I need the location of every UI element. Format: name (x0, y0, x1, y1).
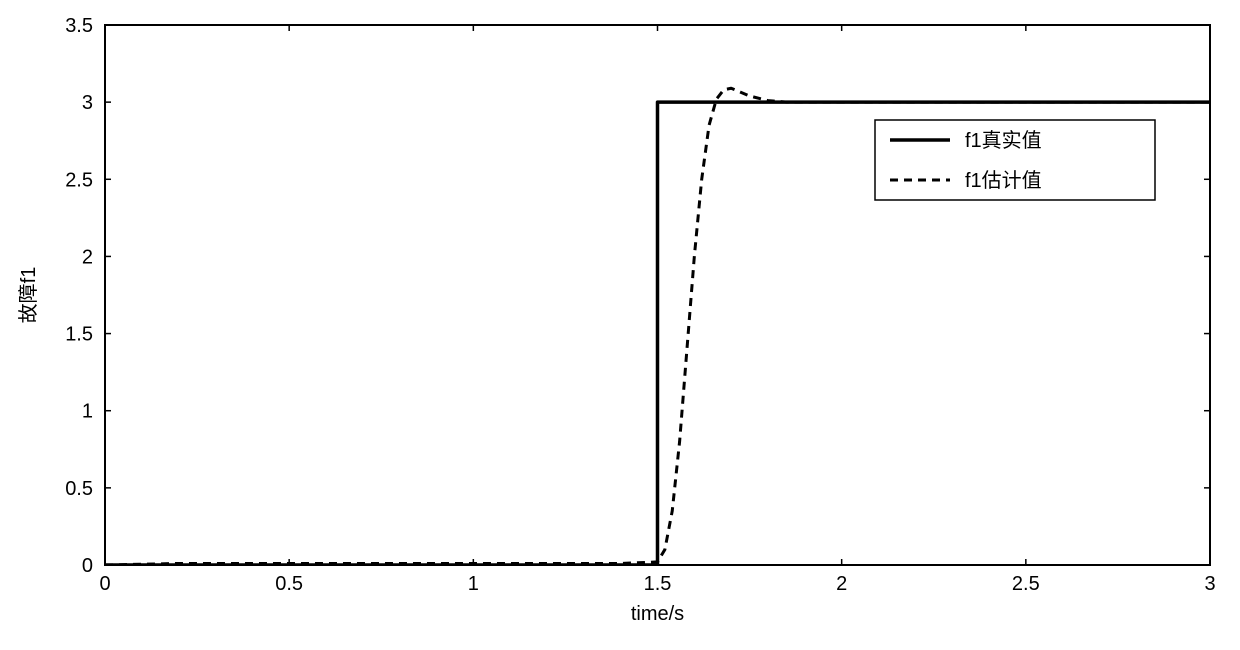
svg-text:0.5: 0.5 (275, 573, 303, 595)
svg-text:1.5: 1.5 (65, 324, 93, 346)
svg-text:f1真实值: f1真实值 (965, 129, 1042, 152)
svg-text:f1估计值: f1估计值 (965, 169, 1042, 192)
svg-text:3.5: 3.5 (65, 15, 93, 37)
svg-text:2: 2 (836, 573, 847, 595)
svg-text:time/s: time/s (631, 603, 684, 625)
chart-container: 0 0.5 1 1.5 2 2.5 3 0 0.5 1 1.5 2 2.5 3 3.5 time/s 故障f1 f… (0, 0, 1240, 650)
svg-text:2: 2 (82, 246, 93, 268)
svg-text:故障f1: 故障f1 (17, 267, 40, 324)
chart-svg: 0 0.5 1 1.5 2 2.5 3 0 0.5 1 1.5 2 2.5 3 3.5 time/s 故障f1 f… (0, 0, 1240, 650)
svg-text:1: 1 (82, 401, 93, 423)
svg-text:2.5: 2.5 (1012, 573, 1040, 595)
svg-text:0.5: 0.5 (65, 478, 93, 500)
svg-text:0: 0 (99, 573, 110, 595)
svg-text:3: 3 (82, 92, 93, 114)
svg-text:3: 3 (1204, 573, 1215, 595)
svg-text:0: 0 (82, 555, 93, 577)
svg-text:2.5: 2.5 (65, 169, 93, 191)
svg-text:1: 1 (468, 573, 479, 595)
svg-text:1.5: 1.5 (644, 573, 672, 595)
